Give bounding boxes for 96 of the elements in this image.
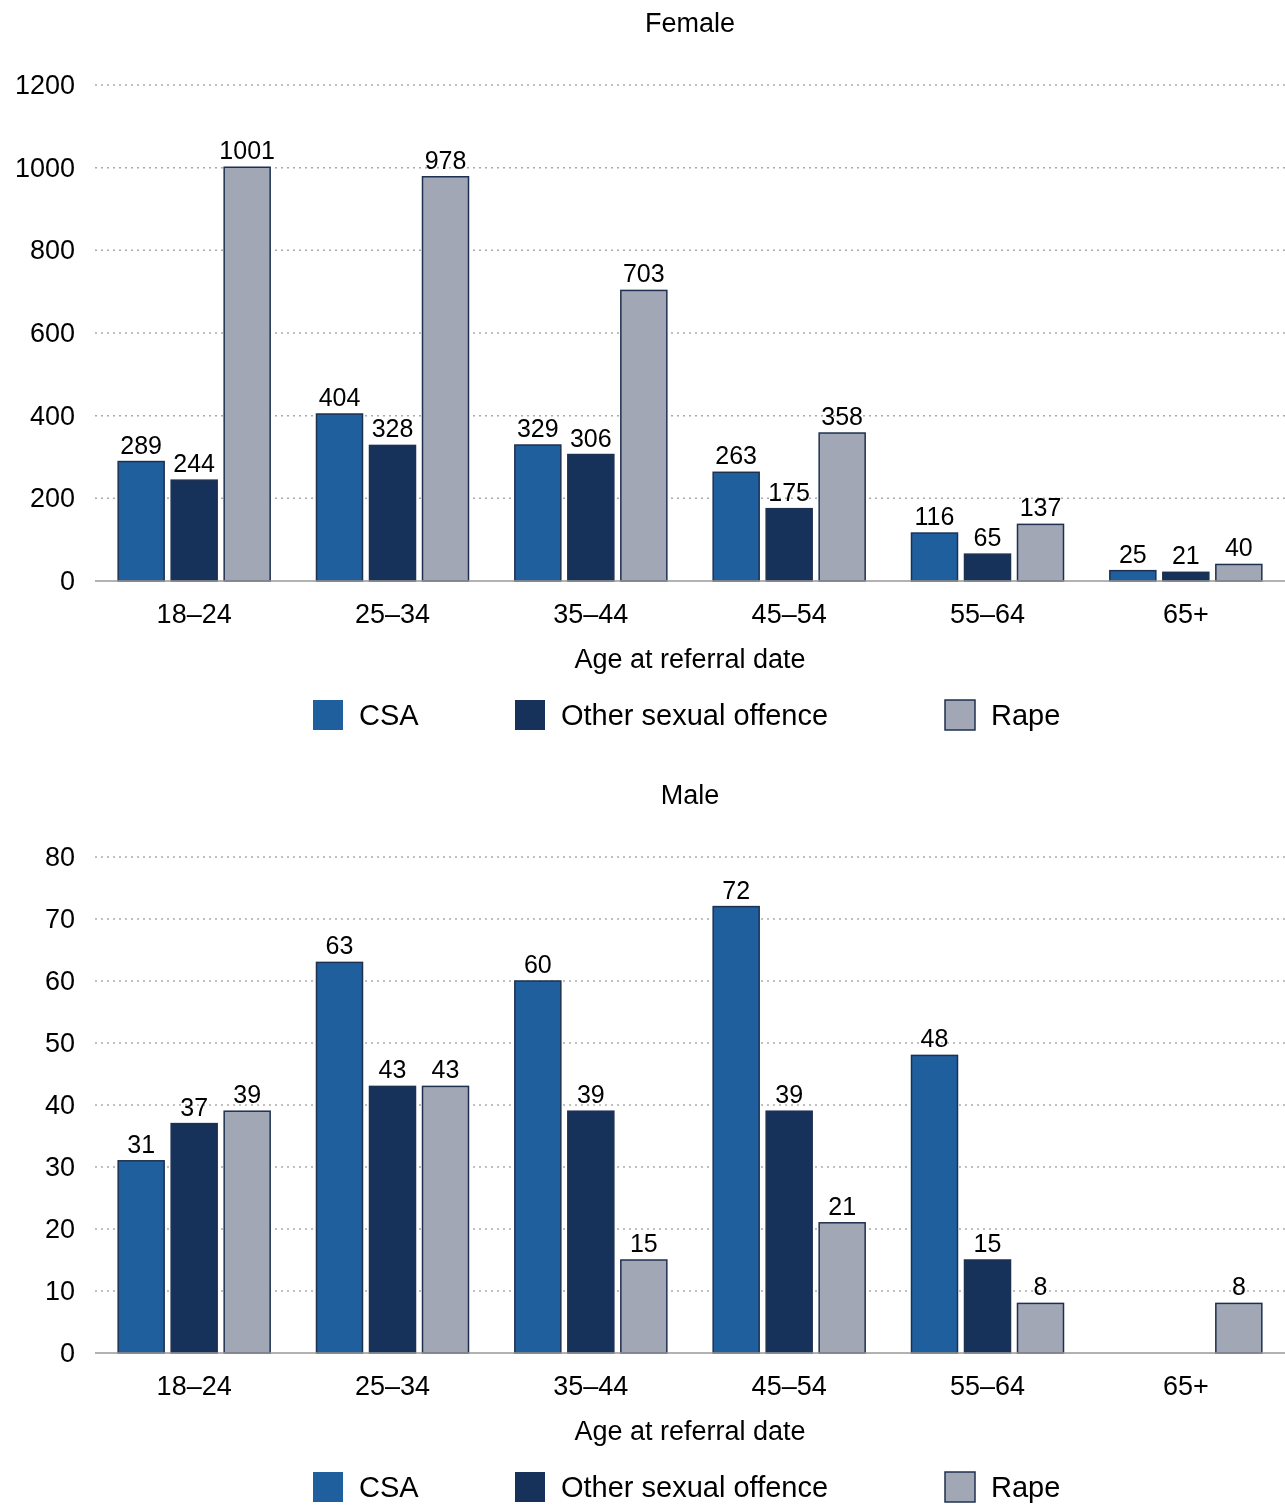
bar [963,1259,1012,1354]
x-tick-label: 25–34 [354,599,431,629]
y-tick-label: 50 [44,1028,75,1058]
data-label: 358 [821,402,864,431]
chart-title: Female [644,8,736,38]
bar [170,1122,218,1354]
data-label: 43 [378,1055,407,1084]
bar [1215,563,1263,582]
data-label: 72 [722,875,751,904]
data-label: 21 [1171,541,1200,570]
x-tick-label: 55–64 [949,599,1026,629]
bar [567,1110,615,1354]
bar [963,553,1012,582]
data-label: 65 [973,523,1002,552]
bar [567,453,615,582]
y-tick-label: 0 [59,1338,75,1368]
data-label: 63 [325,931,354,960]
bar [315,961,364,1354]
data-label: 289 [120,430,163,459]
y-tick-label: 30 [44,1152,75,1182]
bar [712,471,760,582]
bar [910,532,959,582]
legend-label: CSA [359,1471,420,1503]
bar [712,905,760,1354]
bar [765,507,813,582]
y-tick-label: 600 [29,318,75,348]
y-tick-label: 800 [29,235,75,266]
data-label: 39 [775,1080,804,1109]
data-label: 43 [431,1055,460,1084]
legend-label: Rape [991,1471,1061,1503]
bar [514,980,562,1354]
data-label: 39 [233,1080,262,1109]
bar [170,479,218,582]
y-tick-label: 20 [44,1214,75,1244]
data-label: 15 [973,1229,1002,1257]
bar [1016,1302,1065,1354]
y-tick-label: 10 [44,1276,75,1306]
legend-label: Other sexual offence [561,1471,829,1503]
data-label: 244 [173,449,216,478]
legend-label: CSA [359,699,420,731]
y-tick-label: 1000 [14,152,75,183]
x-tick-label: 65+ [1162,599,1209,629]
legend-label: Other sexual offence [561,699,829,731]
data-label: 306 [569,423,612,452]
data-label: 8 [1231,1272,1246,1301]
data-label: 116 [914,502,955,531]
x-tick-label: 18–24 [156,1371,232,1401]
bar [117,460,165,582]
chart-title: Male [660,780,720,810]
data-label: 978 [424,145,467,174]
data-label: 15 [629,1229,658,1257]
x-tick-label: 25–34 [354,1371,431,1401]
bar [315,413,364,582]
data-label: 1001 [219,136,275,165]
data-label: 263 [715,441,758,470]
data-label: 48 [920,1024,949,1053]
bar [1215,1302,1263,1354]
x-tick-label: 35–44 [553,1371,629,1401]
data-label: 37 [180,1092,209,1121]
y-tick-label: 80 [44,842,75,872]
x-tick-label: 55–64 [949,1371,1026,1401]
x-axis-title: Age at referral date [574,644,806,674]
data-label: 31 [127,1129,156,1158]
data-label: 39 [576,1080,605,1109]
bar [1016,523,1065,582]
data-label: 8 [1033,1272,1048,1301]
y-tick-label: 60 [44,966,75,996]
data-label: 175 [768,477,811,506]
y-tick-label: 0 [59,566,75,596]
x-tick-label: 65+ [1162,1371,1209,1401]
x-tick-label: 18–24 [156,599,232,629]
x-tick-label: 45–54 [751,599,827,629]
bar [514,444,562,582]
x-tick-label: 45–54 [751,1371,827,1401]
y-tick-label: 200 [29,483,75,514]
data-label: 328 [371,414,414,443]
data-label: 703 [622,259,665,288]
y-tick-label: 40 [44,1090,75,1120]
data-label: 137 [1019,493,1062,522]
x-axis-title: Age at referral date [574,1416,806,1446]
data-label: 60 [523,950,552,978]
y-tick-label: 400 [29,400,75,431]
bar [368,444,417,582]
bar [117,1160,165,1354]
bar [368,1085,417,1354]
bar [765,1110,813,1354]
bar [910,1054,959,1354]
data-label: 329 [516,414,559,443]
x-tick-label: 35–44 [553,599,629,629]
data-label: 21 [828,1191,857,1220]
legend-label: Rape [991,699,1061,731]
y-tick-label: 1200 [14,70,75,100]
y-tick-label: 70 [44,904,75,934]
data-label: 404 [318,383,361,412]
data-label: 40 [1224,533,1253,562]
data-label: 25 [1118,539,1147,568]
